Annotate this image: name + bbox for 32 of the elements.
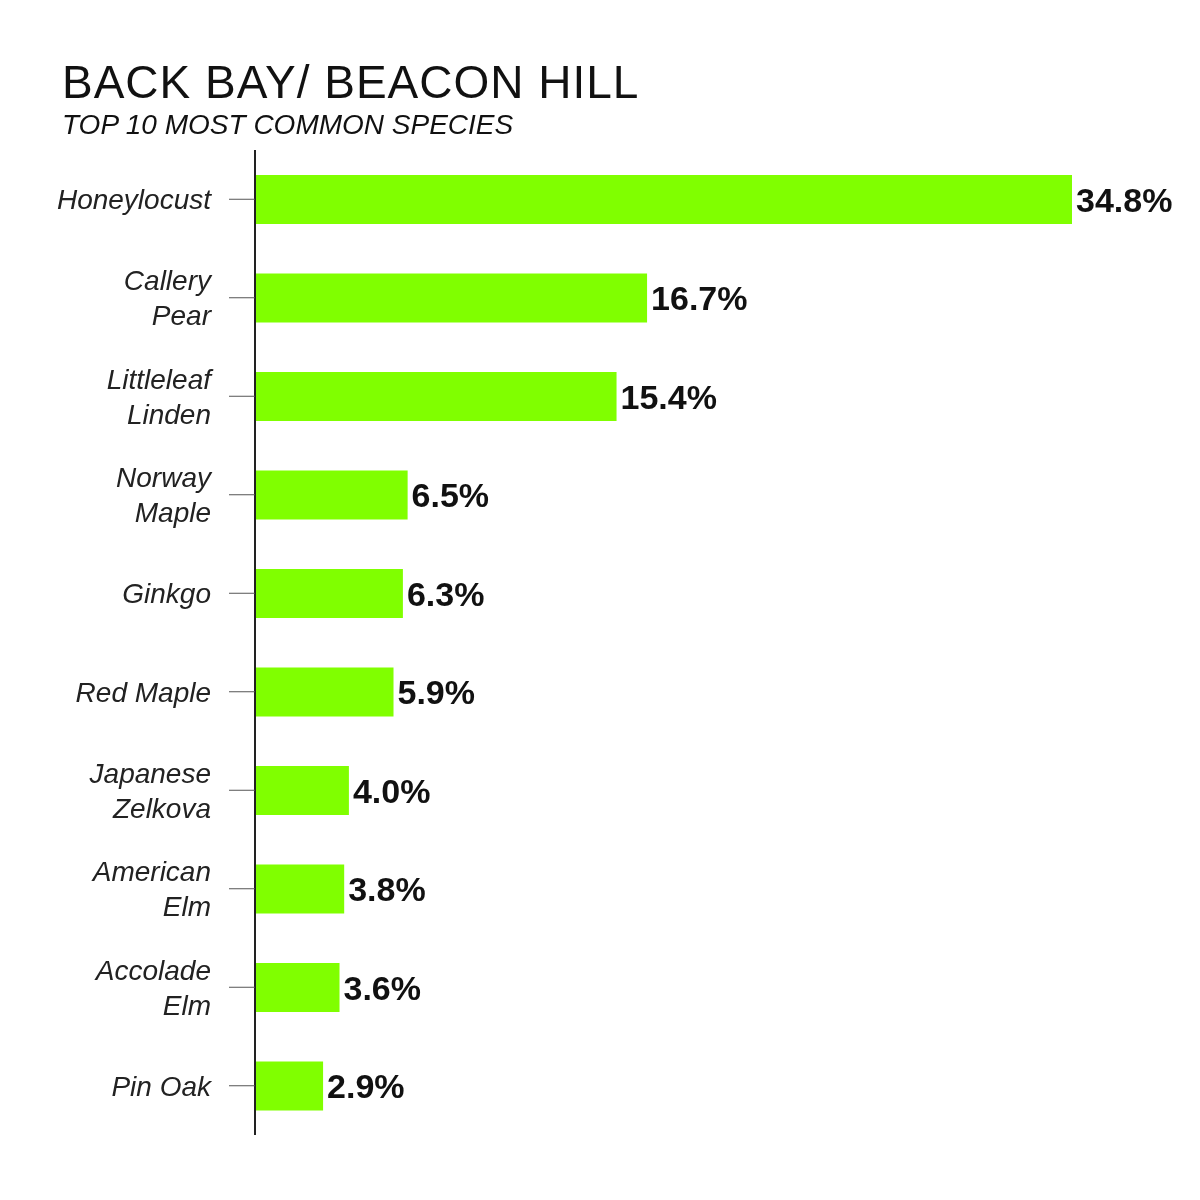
data-label: 15.4% — [620, 377, 717, 416]
data-label: 34.8% — [1076, 180, 1173, 219]
bar — [255, 470, 408, 520]
bar — [255, 273, 648, 323]
bar — [255, 1061, 324, 1111]
y-tick-label: Littleleaf Linden — [106, 363, 215, 430]
data-label: 3.6% — [343, 968, 422, 1007]
y-tick-label: American Elm — [90, 855, 211, 922]
y-tick-label: Red Maple — [75, 676, 211, 708]
bar — [255, 372, 617, 421]
chart-subtitle: TOP 10 MOST COMMON SPECIES — [62, 108, 515, 142]
y-tick-label: Honeylocust — [56, 183, 213, 215]
y-tick-label: Norway Maple — [116, 461, 213, 528]
y-tick-label: Japanese Zelkova — [88, 757, 211, 824]
data-label: 5.9% — [397, 673, 476, 711]
data-label: 2.9% — [327, 1067, 405, 1105]
bar — [255, 766, 349, 815]
y-tick-label: Callery Pear — [123, 264, 213, 331]
bar — [255, 963, 340, 1012]
bar — [255, 667, 394, 717]
data-label: 6.3% — [406, 574, 485, 613]
data-label: 6.5% — [411, 476, 490, 514]
bar — [255, 175, 1072, 224]
y-tick-label: Ginkgo — [122, 577, 211, 609]
data-label: 4.0% — [352, 771, 431, 810]
y-tick-label: Accolade Elm — [93, 954, 211, 1021]
bar — [255, 864, 345, 914]
data-label: 3.8% — [348, 870, 426, 908]
chart-title: BACK BAY/ BEACON HILL — [62, 56, 641, 108]
y-tick-label: Pin Oak — [111, 1070, 213, 1102]
bar — [255, 569, 403, 618]
data-label: 16.7% — [651, 279, 748, 317]
